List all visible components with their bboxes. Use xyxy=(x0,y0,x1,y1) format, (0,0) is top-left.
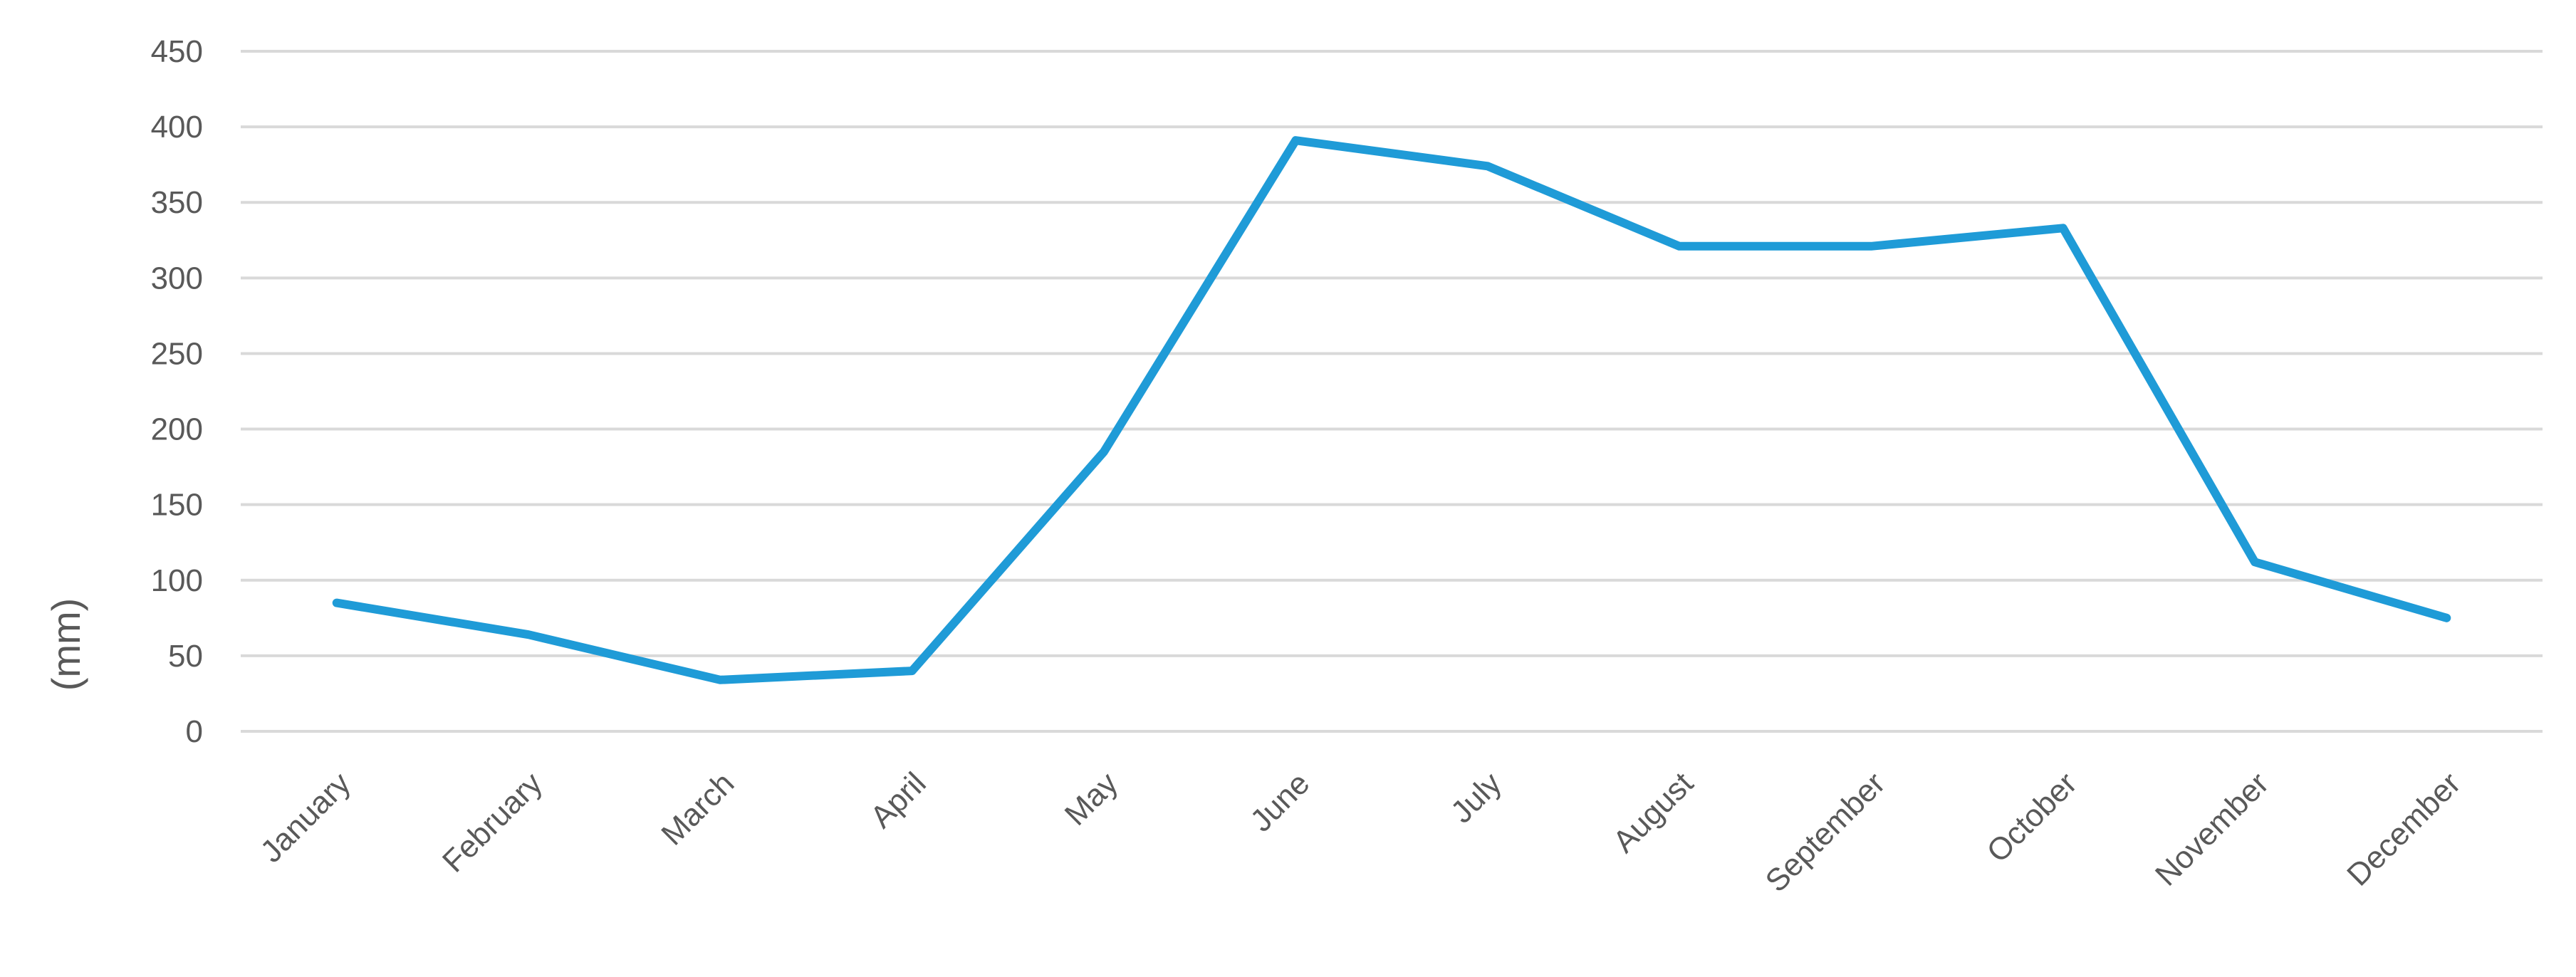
y-tick-label: 100 xyxy=(151,563,203,598)
x-tick-label: March xyxy=(655,766,741,852)
x-tick-label: June xyxy=(1243,766,1316,838)
y-tick-label: 250 xyxy=(151,336,203,371)
y-tick-label: 350 xyxy=(151,185,203,220)
x-tick-label: April xyxy=(864,766,933,835)
y-tick-label: 450 xyxy=(151,34,203,69)
x-tick-label: July xyxy=(1444,766,1508,830)
y-tick-label: 200 xyxy=(151,412,203,447)
x-axis-ticks: January February March April May June July Augu… xyxy=(254,766,2467,899)
y-tick-label: 0 xyxy=(186,714,203,749)
y-axis-ticks: 0 50 100 150 200 250 300 350 400 450 xyxy=(151,34,203,749)
x-tick-label: February xyxy=(436,766,549,879)
y-tick-label: 400 xyxy=(151,110,203,145)
y-tick-label: 50 xyxy=(168,639,203,674)
x-tick-label: December xyxy=(2340,766,2467,892)
series-layer xyxy=(332,136,2451,684)
x-tick-label: January xyxy=(254,766,357,869)
series-line-0 xyxy=(332,136,2451,684)
y-tick-label: 150 xyxy=(151,488,203,523)
x-tick-label: May xyxy=(1058,766,1125,832)
y-axis-title: (mm) xyxy=(43,598,88,691)
y-tick-label: 300 xyxy=(151,261,203,296)
x-tick-label: August xyxy=(1607,766,1701,860)
x-tick-label: September xyxy=(1759,766,1892,899)
x-tick-label: October xyxy=(1980,766,2083,869)
x-tick-label: November xyxy=(2149,766,2275,892)
